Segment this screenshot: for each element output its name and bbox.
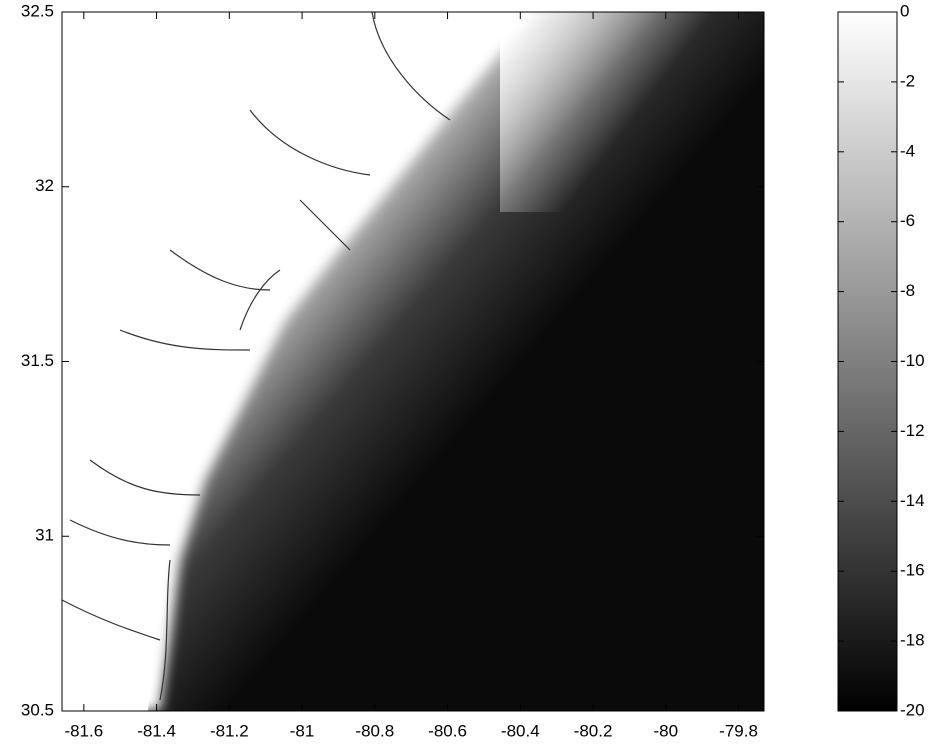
colorbar-tick-label: -10 (900, 351, 925, 370)
colorbar-tick-label: -6 (900, 211, 915, 230)
colorbar (837, 11, 898, 712)
colorbar-tick-label: -18 (900, 631, 925, 650)
y-tick-label: 31.5 (21, 351, 54, 370)
colorbar-tick-label: -4 (900, 141, 915, 160)
colorbar-tick-label: -12 (900, 421, 925, 440)
x-tick-label: -81.4 (137, 721, 176, 740)
y-tick-label: 31 (35, 526, 54, 545)
x-tick-label: -80.4 (501, 721, 540, 740)
colorbar-tick-label: -14 (900, 491, 925, 510)
colorbar-tick-label: -2 (900, 71, 915, 90)
x-tick-label: -81 (290, 721, 315, 740)
bathymetry-image (62, 12, 764, 711)
colorbar-tick-label: -20 (900, 700, 925, 719)
y-tick-label: 30.5 (21, 700, 54, 719)
x-tick-label: -80.2 (574, 721, 613, 740)
x-tick-label: -80.6 (428, 721, 467, 740)
y-tick-label: 32 (35, 176, 54, 195)
colorbar-tick-label: 0 (900, 1, 909, 20)
colorbar-tick-label: -8 (900, 281, 915, 300)
x-tick-label: -81.6 (64, 721, 103, 740)
colorbar-tick-label: -16 (900, 561, 925, 580)
x-tick-label: -81.2 (210, 721, 249, 740)
x-tick-label: -80.8 (355, 721, 394, 740)
x-tick-label: -80 (654, 721, 679, 740)
x-tick-label: -79.8 (719, 721, 758, 740)
y-tick-label: 32.5 (21, 1, 54, 20)
